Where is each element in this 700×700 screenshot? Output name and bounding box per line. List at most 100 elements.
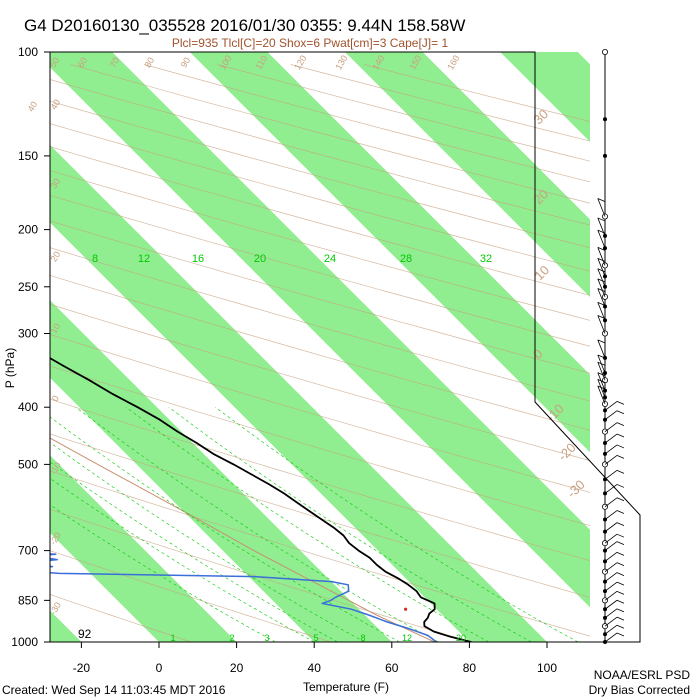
wind-barb-feather: [597, 268, 605, 273]
wind-barb: [604, 470, 618, 480]
mixing-ratio-line: [50, 442, 365, 642]
mixing-ratio-line: [168, 406, 532, 642]
wind-barb-feather: [616, 497, 625, 502]
wind-barb-feather: [616, 616, 625, 621]
wind-barb-feather: [597, 229, 605, 234]
wind-barb-feather: [597, 217, 605, 222]
wind-barb-feather: [616, 510, 625, 514]
dry-adiabat-line: [50, 470, 590, 637]
wind-barb: [604, 541, 618, 551]
mixing-ratio-lower-label: 12: [402, 633, 412, 643]
dry-adiabat-line: [50, 509, 472, 642]
wind-barb-feather: [597, 361, 605, 366]
x-tick-label: 80: [463, 661, 477, 675]
theta-label: 80: [143, 56, 157, 70]
wind-barb-feather: [616, 581, 625, 586]
wind-barb: [604, 522, 618, 532]
dry-adiabat-line: [50, 275, 590, 431]
mixing-ratio-label: 20: [254, 253, 266, 265]
band-stripe: [50, 52, 590, 608]
wind-barb: [597, 362, 606, 381]
wind-marker: [603, 153, 608, 158]
mixing-ratio-line: [125, 406, 489, 642]
dry-adiabat-line: [50, 550, 333, 642]
wind-barb-feather: [616, 469, 625, 474]
y-tick-label: 200: [18, 223, 38, 237]
organization-label: NOAA/ESRL PSD: [594, 668, 691, 682]
x-tick-label: 100: [537, 661, 557, 675]
dry-adiabat-line: [50, 433, 590, 598]
y-tick-label: 850: [18, 593, 38, 607]
band-stripe: [50, 145, 547, 642]
wind-barb: [604, 599, 618, 610]
wind-barb: [604, 455, 618, 465]
wind-barb-feather: [616, 551, 625, 556]
wind-marker: [603, 117, 608, 122]
wind-barb: [597, 288, 606, 307]
y-tick-label: 400: [18, 400, 38, 414]
theta-label: 90: [179, 56, 193, 70]
dewpoint-profile: [50, 553, 437, 642]
wind-barb: [604, 533, 618, 544]
wind-barb: [604, 572, 618, 582]
wind-barb: [597, 247, 606, 266]
band-stripe: [50, 610, 82, 642]
wind-barb: [604, 433, 618, 444]
inset-value: 92: [78, 627, 92, 641]
wind-barb-feather: [616, 484, 625, 488]
dry-adiabat-line: [50, 247, 590, 402]
wind-profile: [597, 49, 625, 645]
wind-barb-feather: [616, 624, 625, 629]
theta-label: 60: [76, 56, 90, 70]
mixing-ratio-line: [50, 504, 276, 642]
theta-left-label: 40: [49, 98, 63, 112]
band-stripe: [189, 52, 590, 453]
wind-barb: [597, 268, 606, 287]
x-tick-label: 40: [308, 661, 322, 675]
wind-barb: [604, 608, 618, 619]
band-stripe: [345, 52, 590, 297]
dry-adiabat-line: [50, 398, 590, 561]
wind-barb: [597, 385, 606, 405]
wind-barb-feather: [616, 444, 625, 449]
wind-barb-feather: [597, 354, 605, 359]
wind-barb: [597, 198, 606, 217]
chart-title: G4 D20160130_035528 2016/01/30 0355: 9.4…: [24, 16, 465, 35]
wind-barb: [604, 591, 618, 601]
x-axis-label: Temperature (F): [303, 680, 389, 694]
temperature-profile: [50, 357, 472, 642]
lcl-marker: [404, 607, 408, 611]
wind-barb-feather: [616, 455, 625, 459]
dry-adiabat-line: [50, 170, 590, 321]
y-tick-label: 150: [18, 149, 38, 163]
wind-barb: [597, 302, 606, 321]
wind-barb-feather: [597, 339, 605, 344]
mixing-ratio-line: [215, 406, 579, 642]
wind-barb-feather: [597, 372, 605, 377]
wind-barb: [604, 497, 618, 508]
wind-barb-feather: [616, 572, 625, 576]
wind-barb: [604, 552, 618, 562]
wind-barb-feather: [597, 315, 605, 319]
bias-note: Dry Bias Corrected: [589, 683, 690, 697]
wind-barb: [597, 379, 606, 398]
wind-marker: [602, 49, 609, 56]
mixing-ratio-label: 8: [92, 253, 98, 265]
x-tick-label: 20: [230, 661, 244, 675]
theta-left-label: 10: [49, 322, 63, 336]
band-stripe: [500, 52, 590, 142]
dry-adiabat-line: [50, 594, 193, 642]
wind-barb: [604, 401, 618, 411]
wind-barb-feather: [597, 257, 605, 262]
y-axis-label: P (hPa): [3, 348, 17, 388]
wind-barb-feather: [616, 541, 625, 545]
profiles: [50, 357, 472, 642]
mixing-ratio-lower-label: 5: [313, 633, 318, 643]
dry-adiabats: [50, 64, 590, 642]
theta-left-label: 30: [49, 177, 63, 191]
wind-barb: [604, 484, 618, 494]
mixing-ratio-label: 12: [138, 253, 150, 265]
mixing-ratio-lower-label: 3: [264, 633, 269, 643]
created-timestamp: Created: Wed Sep 14 11:03:45 MDT 2016: [2, 683, 226, 697]
